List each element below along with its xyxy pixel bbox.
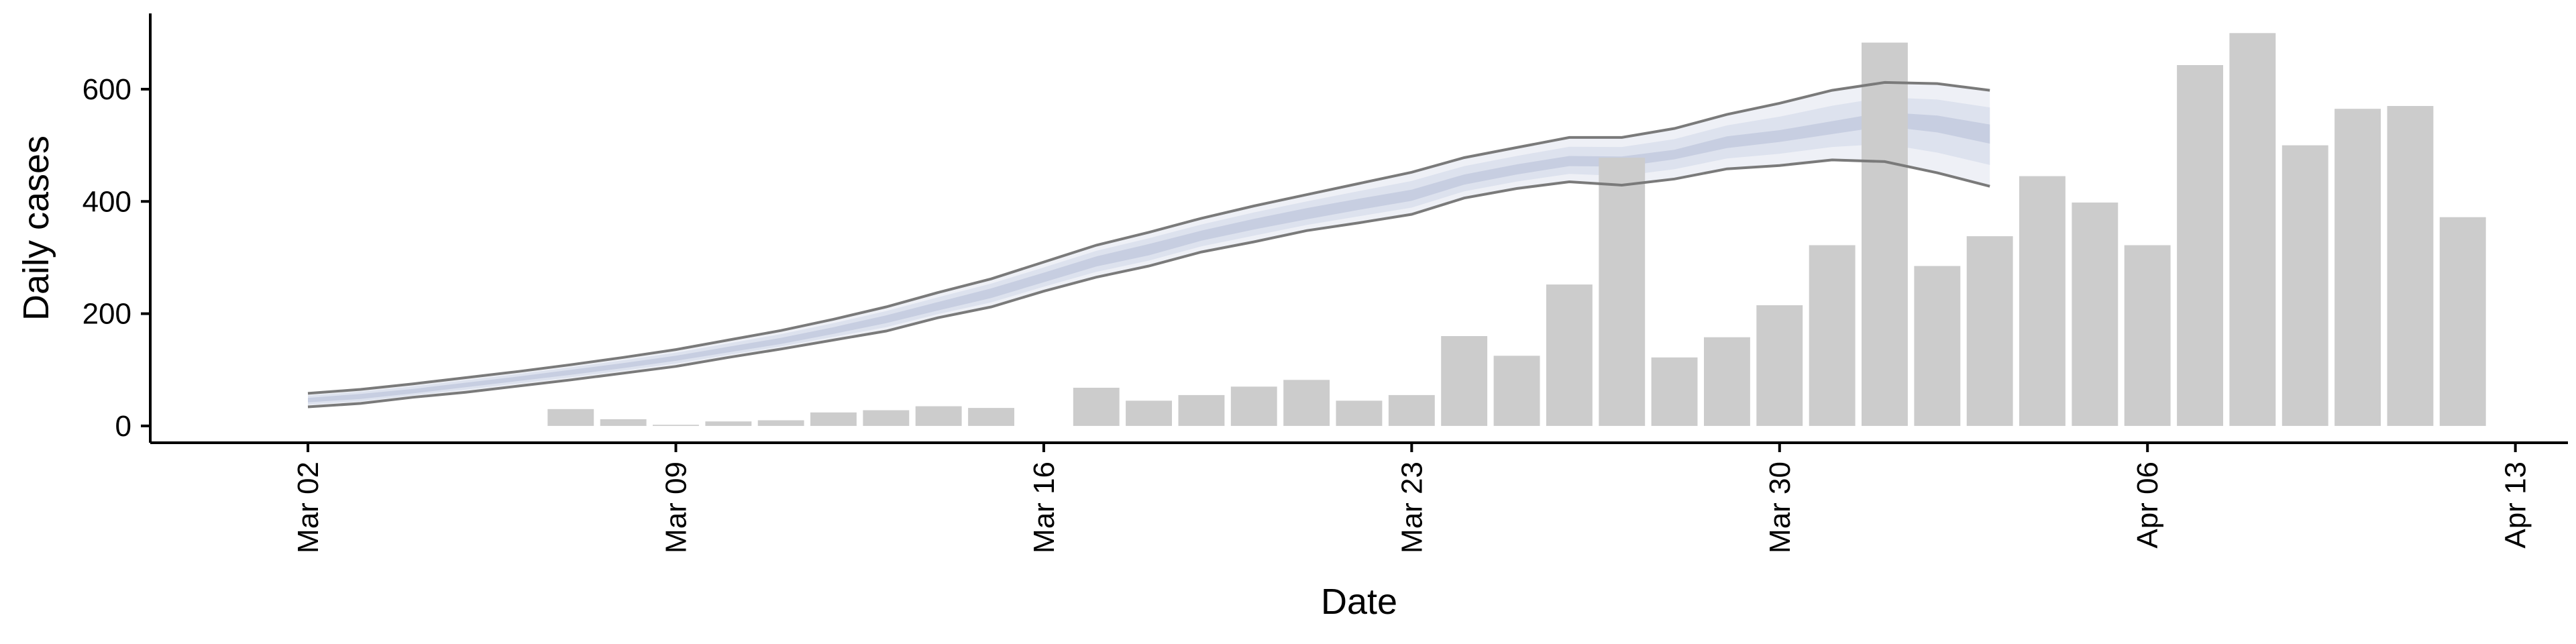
bar-2020-04-01 <box>1862 42 1908 426</box>
x-axis-title: Date <box>1321 582 1397 622</box>
x-tick-label: Apr 06 <box>2131 462 2164 549</box>
bar-2020-03-13 <box>863 410 910 426</box>
x-tick-label: Mar 02 <box>292 462 325 553</box>
bar-2020-04-08 <box>2229 33 2276 426</box>
bar-2020-03-26 <box>1546 284 1593 426</box>
band-layer <box>308 82 1990 407</box>
bar-2020-04-12 <box>2439 217 2486 426</box>
bar-2020-03-17 <box>1073 388 1120 426</box>
bar-2020-03-07 <box>547 409 594 426</box>
bar-2020-04-09 <box>2282 145 2328 426</box>
bar-2020-04-03 <box>1966 236 2013 426</box>
bar-2020-03-22 <box>1336 400 1383 426</box>
bar-2020-03-14 <box>915 406 962 426</box>
bar-2020-03-15 <box>968 408 1014 426</box>
bar-2020-04-02 <box>1914 266 1961 426</box>
bar-2020-04-11 <box>2387 106 2434 426</box>
bar-2020-03-09 <box>653 425 699 426</box>
bar-2020-04-06 <box>2124 245 2171 426</box>
bar-2020-04-07 <box>2177 65 2223 426</box>
x-tick-label: Mar 16 <box>1028 462 1061 553</box>
bar-2020-03-31 <box>1809 245 1856 426</box>
x-axis: Mar 02 Mar 09 Mar 16 Mar 23 Mar 30 Apr 06 Apr … <box>150 441 2568 553</box>
y-tick-label: 200 <box>83 298 131 331</box>
bar-2020-04-10 <box>2334 109 2381 426</box>
bar-2020-03-28 <box>1651 357 1698 426</box>
bar-2020-03-08 <box>600 419 647 426</box>
bar-2020-03-21 <box>1283 380 1330 426</box>
bar-series <box>547 33 2486 426</box>
y-axis-title: Daily cases <box>16 136 56 321</box>
x-tick-label: Mar 09 <box>660 462 693 553</box>
bar-2020-04-04 <box>2019 176 2065 426</box>
bar-2020-03-10 <box>705 421 752 426</box>
bar-2020-04-05 <box>2072 202 2118 426</box>
bar-2020-03-18 <box>1126 400 1172 426</box>
y-tick-label: 400 <box>83 185 131 218</box>
x-tick-label: Mar 30 <box>1764 462 1796 553</box>
bar-2020-03-12 <box>810 412 857 426</box>
y-tick-label: 600 <box>83 73 131 106</box>
bound-lines <box>307 80 1990 409</box>
bar-2020-03-20 <box>1230 386 1277 426</box>
upper-bound-line <box>307 80 1990 395</box>
bar-2020-03-27 <box>1599 158 1646 426</box>
bar-2020-03-23 <box>1388 394 1435 426</box>
y-axis: 0 200 400 600 <box>83 13 152 443</box>
y-tick-label: 0 <box>115 410 131 443</box>
bar-2020-03-30 <box>1756 305 1803 426</box>
x-tick-label: Apr 13 <box>2500 462 2532 549</box>
bar-2020-03-19 <box>1178 394 1225 426</box>
lower-bound-line <box>307 158 1990 409</box>
bar-2020-03-25 <box>1493 356 1540 426</box>
x-tick-label: Mar 23 <box>1395 462 1428 553</box>
bar-2020-03-29 <box>1704 337 1750 426</box>
bar-2020-03-24 <box>1441 336 1488 426</box>
bar-2020-03-11 <box>757 420 804 426</box>
